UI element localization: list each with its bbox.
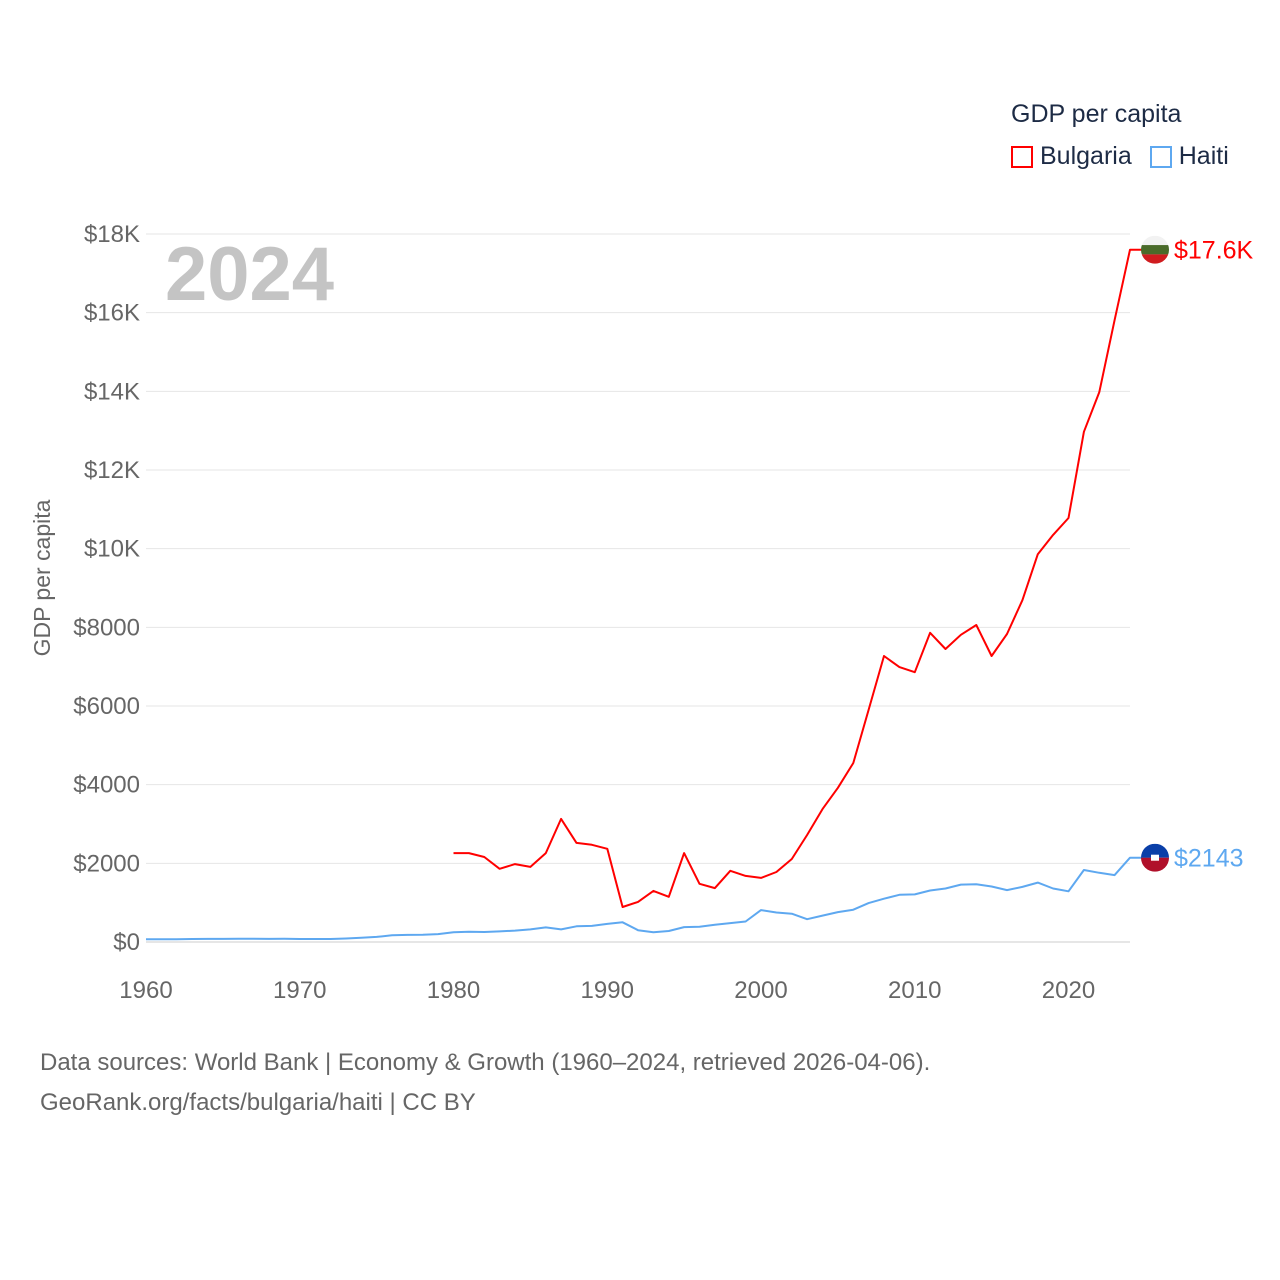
legend-swatch-haiti — [1149, 145, 1172, 168]
y-tick-label: $10K — [84, 536, 140, 563]
y-tick-label: $16K — [84, 300, 140, 327]
series-line-haiti — [146, 856, 1155, 941]
year-label: 2024 — [165, 232, 334, 317]
y-axis-title: GDP per capita — [29, 499, 55, 656]
flag-stripe — [1141, 843, 1169, 858]
legend-item-bulgaria[interactable]: Bulgaria — [1011, 142, 1132, 171]
x-tick-label: 1960 — [119, 977, 172, 1004]
legend-swatch-bulgaria — [1011, 145, 1033, 168]
x-tick-label: 2020 — [1042, 977, 1095, 1004]
legend: Bulgaria Haiti — [1011, 142, 1247, 171]
y-tick-label: $12K — [84, 457, 140, 484]
y-tick-label: $8000 — [73, 614, 140, 641]
legend-label-haiti: Haiti — [1178, 142, 1229, 170]
flag-icon-haiti — [1141, 843, 1169, 872]
end-value-label-haiti: $2143 — [1174, 845, 1244, 873]
y-tick-label: $4000 — [73, 772, 140, 799]
flag-icon-bulgaria — [1141, 235, 1169, 264]
series-line-bulgaria — [453, 248, 1155, 908]
y-tick-label: $6000 — [73, 693, 140, 720]
flag-stripe — [1141, 245, 1169, 255]
legend-item-haiti[interactable]: Haiti — [1149, 142, 1229, 171]
footer: Data sources: World Bank | Economy & Gro… — [40, 1043, 930, 1123]
flag-stripe — [1141, 857, 1169, 872]
x-tick-label: 2000 — [734, 977, 787, 1004]
flag-stripe — [1141, 254, 1169, 264]
legend-title: GDP per capita — [1011, 100, 1182, 128]
legend-label-bulgaria: Bulgaria — [1040, 142, 1132, 170]
x-tick-label: 1980 — [427, 977, 480, 1004]
y-tick-label: $0 — [113, 929, 140, 956]
end-value-label-bulgaria: $17.6K — [1174, 237, 1254, 265]
data-sources-text: Data sources: World Bank | Economy & Gro… — [40, 1049, 931, 1076]
y-tick-label: $2000 — [73, 850, 140, 877]
x-tick-label: 1970 — [273, 977, 326, 1004]
x-tick-label: 1990 — [581, 977, 634, 1004]
y-tick-label: $18K — [84, 221, 140, 248]
flag-emblem — [1151, 854, 1159, 861]
x-tick-label: 2010 — [888, 977, 941, 1004]
flag-stripe — [1141, 235, 1169, 246]
attribution-text: GeoRank.org/facts/bulgaria/haiti | CC BY — [40, 1089, 476, 1116]
y-tick-label: $14K — [84, 378, 140, 405]
